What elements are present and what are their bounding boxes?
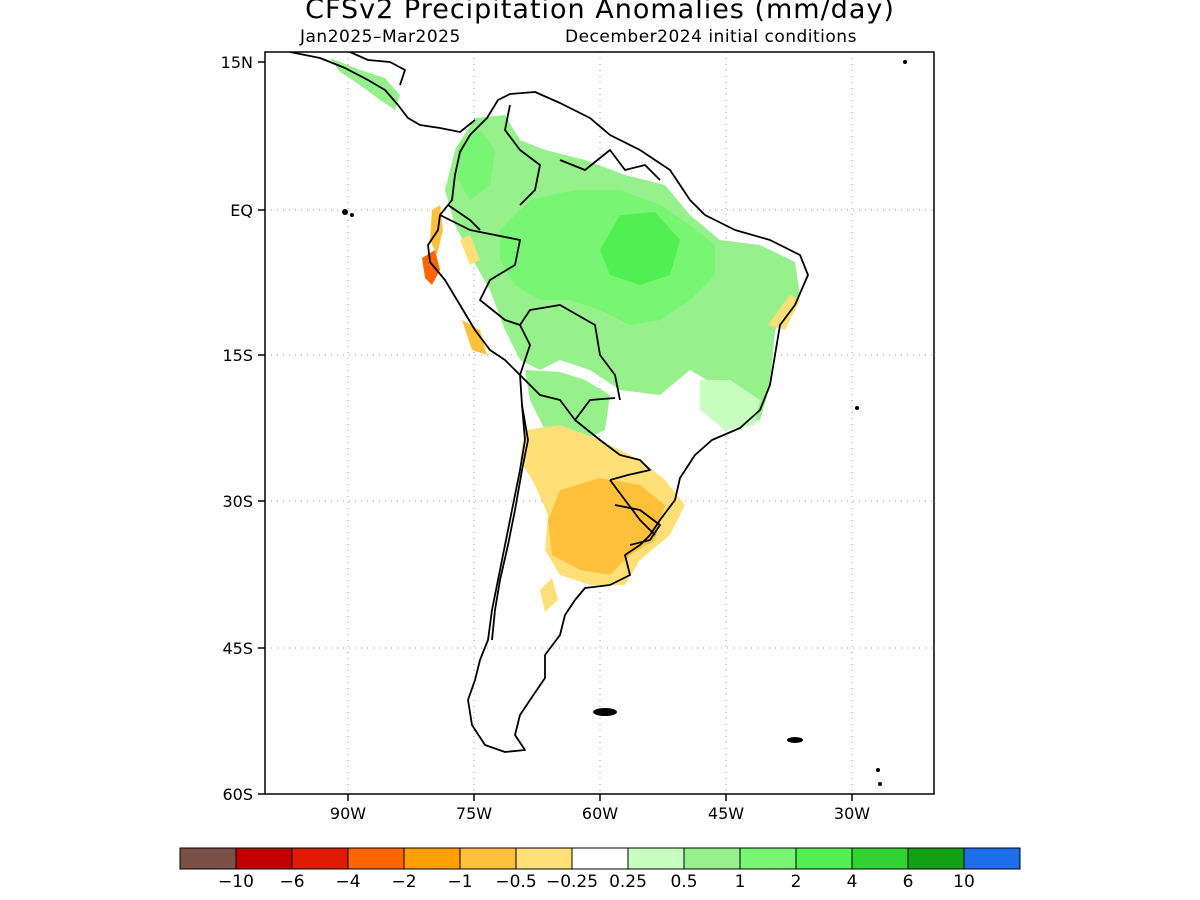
colorbar-label: 2 [790, 872, 802, 892]
colorbar-swatch [235, 847, 293, 870]
colorbar-swatch [907, 847, 965, 870]
islands [342, 60, 907, 786]
colorbar-swatch [403, 847, 461, 870]
colorbar-label: −10 [218, 872, 254, 892]
lat-label-30s: 30S [222, 492, 253, 511]
border-uruguay [614, 504, 661, 546]
dry-anomaly-northeast-coast [768, 295, 800, 330]
border-peru-brazil [439, 214, 621, 401]
dry-anomaly-pampas [548, 478, 665, 575]
lon-label-90w: 90W [330, 804, 366, 823]
colorbar-swatch [851, 847, 909, 870]
map-title: CFSv2 Precipitation Anomalies (mm/day) [305, 0, 895, 25]
colorbar-label: −0.25 [545, 872, 599, 892]
lon-label-75w: 75W [456, 804, 492, 823]
colorbar-label: 6 [902, 872, 914, 892]
border-ecuador [447, 204, 481, 231]
colorbar-swatch [179, 847, 237, 870]
season-subtitle: Jan2025–Mar2025 [300, 27, 461, 47]
border-chile-argentina [491, 404, 529, 641]
wet-anomaly-strong-center [600, 212, 680, 285]
colorbar-label: −1 [447, 872, 473, 892]
dry-anomaly-peru-south [462, 320, 487, 355]
anomaly-fields [330, 58, 800, 612]
colorbar-label: 0.25 [609, 872, 647, 892]
lon-label-45w: 45W [708, 804, 744, 823]
latitude-labels: 15N EQ 15S 30S 45S 60S [221, 53, 253, 804]
wet-anomaly-central-america [330, 58, 400, 110]
lon-label-60w: 60W [582, 804, 618, 823]
coastlines [289, 52, 809, 753]
colorbar-swatch [795, 847, 853, 870]
colorbar-label: 10 [953, 872, 975, 892]
colorbar-label: −6 [279, 872, 305, 892]
colorbar-swatch [347, 847, 405, 870]
colorbar-label: −0.5 [495, 872, 537, 892]
colorbar-swatch [963, 847, 1021, 870]
colorbar-swatch [515, 847, 573, 870]
dry-anomaly-patagonia [540, 578, 558, 612]
initial-conditions-subtitle: December2024 initial conditions [565, 27, 857, 47]
colorbar-swatch [627, 847, 685, 870]
colorbar-swatch [683, 847, 741, 870]
colorbar-swatch [571, 847, 629, 870]
colorbar-swatch [459, 847, 517, 870]
dry-anomaly-andes [460, 235, 480, 265]
central-america-coastline [289, 52, 476, 133]
lat-label-eq: EQ [230, 201, 253, 220]
dry-anomaly-peru-strong [422, 250, 440, 285]
colorbar-label: 1 [734, 872, 746, 892]
lat-label-15s: 15S [222, 346, 253, 365]
colorbar-label: −2 [391, 872, 417, 892]
wet-anomaly-colombia [458, 130, 495, 200]
wet-anomaly-east-brazil [700, 380, 760, 430]
wet-anomaly-bolivia [525, 370, 610, 445]
longitude-labels: 90W 75W 60W 45W 30W [330, 804, 870, 823]
lat-label-60s: 60S [222, 785, 253, 804]
gridlines [265, 52, 934, 794]
border-colombia-venezuela [504, 104, 541, 206]
border-bolivia [519, 324, 616, 421]
colorbar [179, 847, 1021, 870]
central-america-north-coast [349, 52, 406, 86]
colorbar-swatch [291, 847, 349, 870]
colorbar-label: 0.5 [670, 872, 698, 892]
colorbar-label: −4 [335, 872, 361, 892]
colorbar-label: 4 [846, 872, 858, 892]
lat-label-15n: 15N [221, 53, 253, 72]
south-america-coastline [427, 91, 809, 753]
border-paraguay [574, 419, 651, 481]
border-guianas [559, 149, 661, 181]
lon-label-30w: 30W [834, 804, 870, 823]
axis-ticks [258, 61, 853, 801]
lat-label-45s: 45S [222, 639, 253, 658]
colorbar-swatch [739, 847, 797, 870]
border-argentina-brazil [609, 479, 656, 536]
